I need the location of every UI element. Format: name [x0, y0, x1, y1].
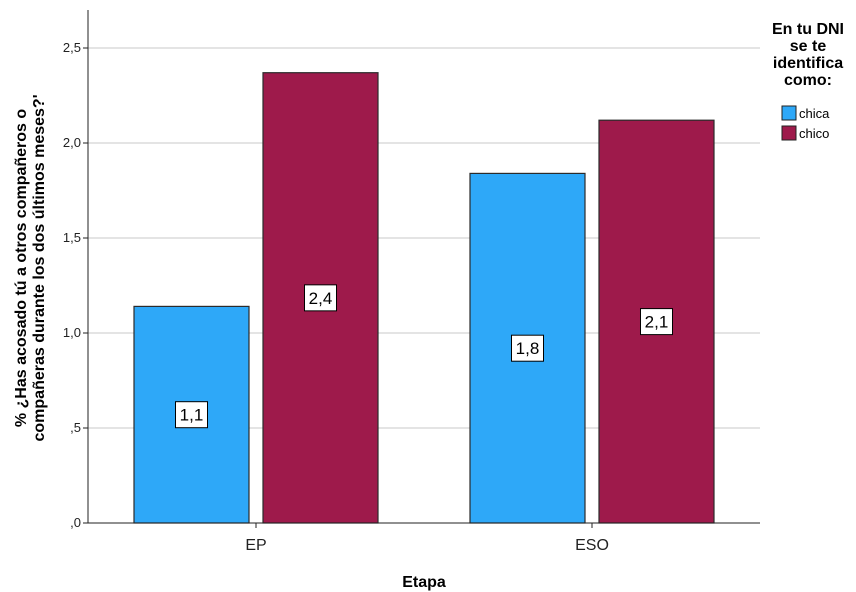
data-label-eso-chica: 1,8 — [516, 339, 540, 358]
y-tick-label: 1,0 — [63, 325, 81, 340]
axes — [87, 10, 760, 524]
category-label-ep: EP — [245, 537, 266, 554]
y-tick-labels: ,0 ,5 1,0 1,5 2,0 2,5 — [63, 40, 88, 530]
data-label-box — [640, 308, 673, 336]
category-labels: EP ESO — [245, 523, 609, 554]
legend-label-chico: chico — [799, 126, 829, 141]
legend-title-line-1: En tu DNI — [772, 21, 844, 38]
data-label-box — [511, 334, 544, 362]
y-tick-label: 2,0 — [63, 135, 81, 150]
legend-title-line-4: como: — [784, 72, 832, 89]
bars — [133, 72, 715, 524]
data-label-box — [175, 401, 208, 429]
legend-title-line-2: se te — [790, 38, 827, 55]
y-axis-title: % ¿Has acosado tú a otros compañeros o c… — [13, 94, 48, 441]
x-axis-title: Etapa — [402, 574, 446, 591]
data-label-ep-chica: 1,1 — [180, 406, 204, 425]
y-tick-label: 2,5 — [63, 40, 81, 55]
y-tick-label: ,0 — [70, 515, 81, 530]
legend-label-chica: chica — [799, 106, 830, 121]
y-tick-label: ,5 — [70, 420, 81, 435]
y-axis-title-line-1: % ¿Has acosado tú a otros compañeros o — [13, 109, 30, 428]
data-label-eso-chico: 2,1 — [645, 313, 669, 332]
data-label-ep-chico: 2,4 — [309, 289, 333, 308]
legend-title-line-3: identifica — [773, 55, 843, 72]
legend: En tu DNI se te identifica como: chica c… — [772, 21, 844, 141]
y-tick-label: 1,5 — [63, 230, 81, 245]
data-label-box — [304, 284, 337, 312]
y-axis-title-line-2: compañeras durante los dos últimos meses… — [31, 94, 48, 441]
legend-swatch-chico — [781, 125, 797, 141]
data-labels: 1,1 2,4 1,8 2,1 — [175, 284, 673, 429]
category-label-eso: ESO — [575, 537, 609, 554]
legend-swatch-chica — [781, 105, 797, 121]
